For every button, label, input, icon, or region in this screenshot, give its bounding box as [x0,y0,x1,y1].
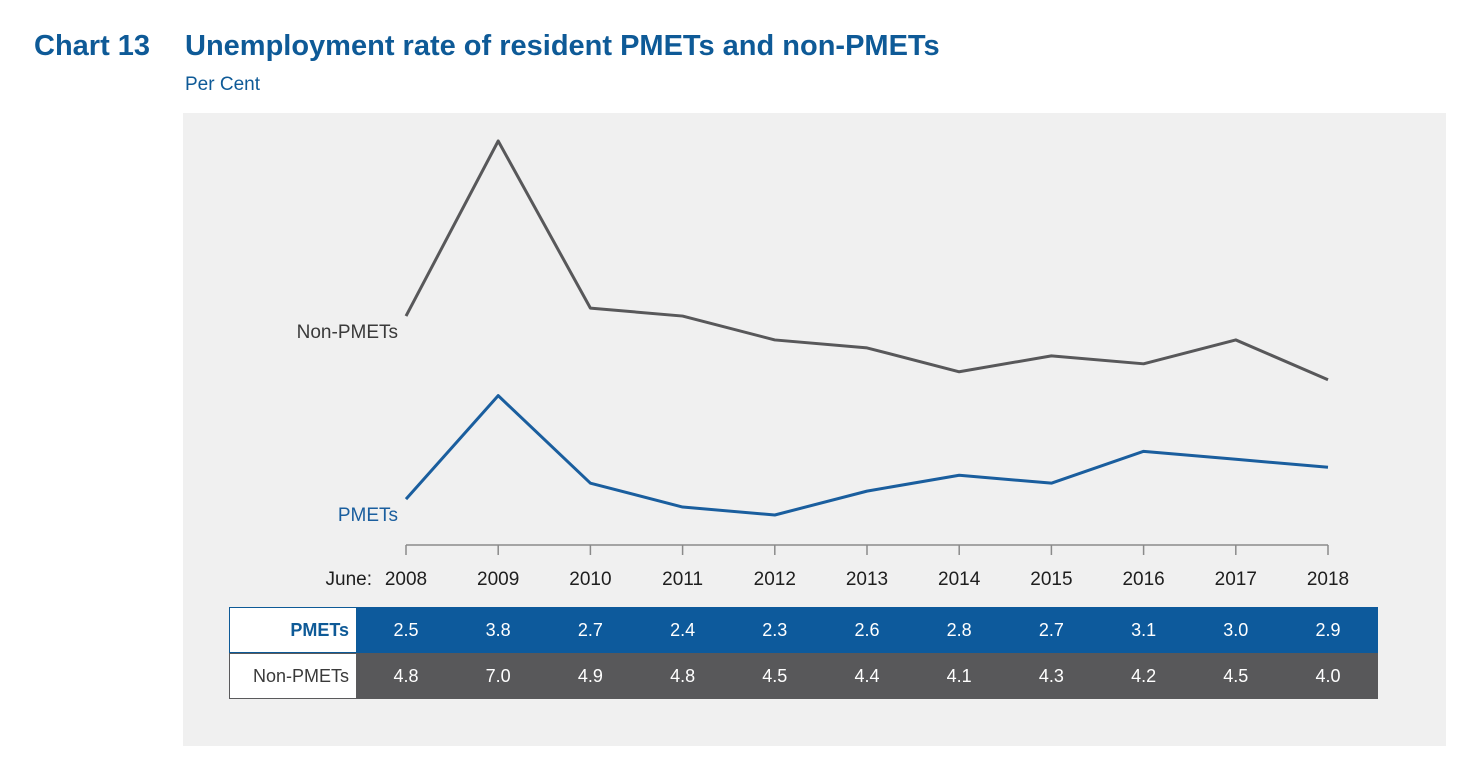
x-tick-label: 2017 [1215,569,1257,590]
table-cell: 2.3 [762,620,788,640]
chart-title: Unemployment rate of resident PMETs and … [185,30,940,62]
table-cell: 4.1 [946,666,972,686]
table-cell: 3.1 [1131,620,1157,640]
x-tick-label: 2009 [477,569,519,590]
table-cell: 2.5 [393,620,419,640]
table-cell: 4.5 [762,666,788,686]
table-row-label-pmets: PMETs [229,607,357,653]
x-tick-label: 2010 [569,569,611,590]
table-cell: 4.8 [670,666,696,686]
x-tick-label: 2012 [754,569,796,590]
table-cell: 3.8 [485,620,511,640]
x-tick-label: 2015 [1030,569,1072,590]
table-row-pmets [357,607,1378,653]
table-cell: 4.8 [393,666,419,686]
table-cell: 2.6 [854,620,880,640]
table-cell: 4.2 [1131,666,1157,686]
x-tick-label: 2011 [662,569,703,590]
x-axis-prefix: June: [326,569,372,590]
table-cell: 2.8 [946,620,972,640]
x-tick-label: 2018 [1307,569,1349,590]
series-label-non-pmets: Non-PMETs [297,322,398,343]
x-tick-label: 2008 [385,569,427,590]
series-label-pmets: PMETs [338,505,398,526]
table-cell: 4.5 [1223,666,1249,686]
table-cell: 2.7 [577,620,603,640]
table-cell: 4.4 [854,666,880,686]
series-line-pmets [404,394,1329,517]
x-tick-label: 2016 [1122,569,1164,590]
table-row-non-pmets [357,653,1378,699]
chart-subtitle: Per Cent [185,74,260,95]
table-cell: 4.3 [1038,666,1064,686]
table-cell: 7.0 [485,666,511,686]
chart-number: Chart 13 [34,30,151,62]
series-line-non-pmets [404,139,1329,382]
table-cell: 2.4 [670,620,696,640]
table-cell: 2.9 [1315,620,1341,640]
table-cell: 2.7 [1038,620,1064,640]
table-cell: 4.9 [577,666,603,686]
table-cell: 4.0 [1315,666,1341,686]
table-row-label-non-pmets: Non-PMETs [229,653,357,699]
x-tick-label: 2013 [846,569,888,590]
x-tick-label: 2014 [938,569,981,590]
table-cell: 3.0 [1223,620,1249,640]
